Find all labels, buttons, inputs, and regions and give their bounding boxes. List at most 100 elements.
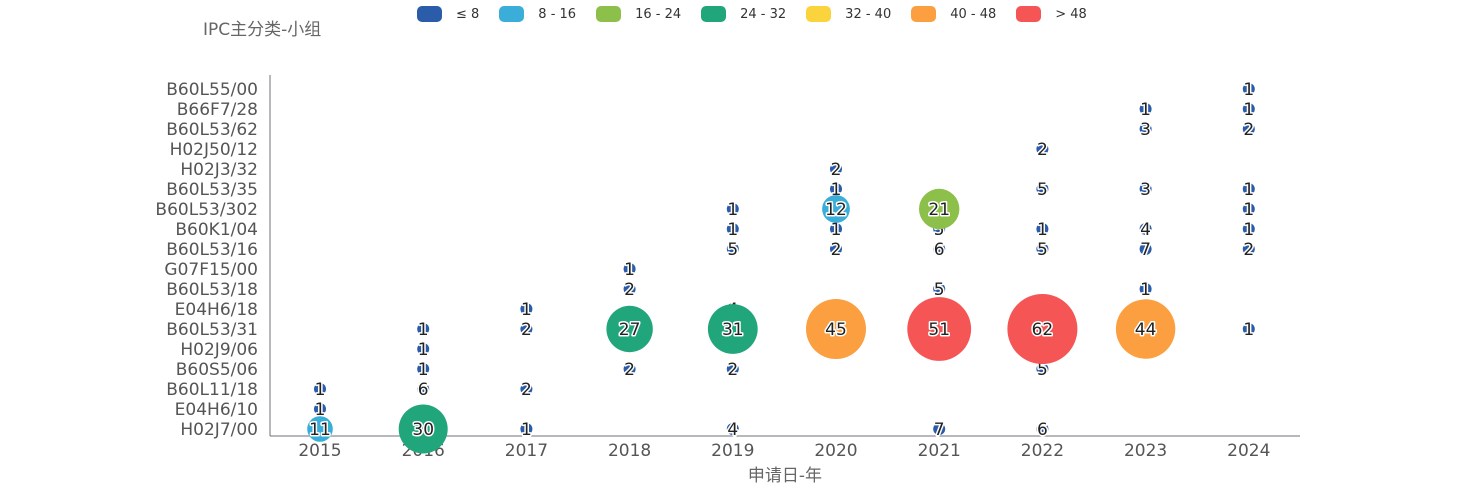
bubble-point[interactable]: 3 xyxy=(1139,119,1153,142)
bubble-point[interactable]: 2 xyxy=(623,359,637,382)
bubble-point[interactable]: 2 xyxy=(829,159,843,182)
bubble-point[interactable]: 1 xyxy=(829,219,843,242)
bubble-point[interactable]: 2 xyxy=(829,239,843,262)
bubble-point[interactable]: 6 xyxy=(932,239,946,262)
y-tick-label: G07F15/00 xyxy=(164,260,258,280)
bubble-label: 1 xyxy=(521,420,532,440)
legend: ≤ 8 8 - 16 16 - 24 24 - 32 32 - 40 40 - … xyxy=(417,5,1107,23)
bubble-point[interactable]: 5 xyxy=(1035,239,1049,262)
bubble-point[interactable]: 2 xyxy=(623,279,637,302)
y-tick-label: B60S5/06 xyxy=(176,360,258,380)
bubble xyxy=(417,343,430,355)
bubble-label: 2 xyxy=(831,160,842,180)
x-tick-label: 2018 xyxy=(608,441,651,461)
bubble-label: 1 xyxy=(315,380,326,400)
bubble-point[interactable]: 5 xyxy=(1035,179,1049,202)
bubble-point[interactable]: 5 xyxy=(726,239,740,262)
bubble-point[interactable]: 1 xyxy=(313,399,327,422)
bubble-label: 1 xyxy=(831,220,842,240)
bubble-point[interactable]: 1 xyxy=(1242,99,1256,122)
bubble-label: 2 xyxy=(727,360,738,380)
bubble-point[interactable]: 6 xyxy=(1035,419,1049,442)
bubble-point[interactable]: 1 xyxy=(726,219,740,242)
bubble-point[interactable]: 1 xyxy=(519,419,533,442)
bubble-point[interactable]: 21 xyxy=(919,188,960,230)
bubble-point[interactable]: 11 xyxy=(307,416,333,442)
bubble-point[interactable]: 1 xyxy=(1242,319,1256,342)
bubble-point[interactable]: 1 xyxy=(1035,219,1049,242)
bubble-point[interactable]: 2 xyxy=(519,319,533,342)
legend-item-6[interactable]: 40 - 48 xyxy=(911,6,996,22)
bubble xyxy=(1242,103,1255,115)
bubble xyxy=(1242,183,1255,195)
bubble-point[interactable]: 1 xyxy=(519,299,533,322)
bubble-point[interactable]: 2 xyxy=(519,379,533,402)
legend-item-5[interactable]: 32 - 40 xyxy=(806,6,891,22)
bubble-label: 2 xyxy=(1037,140,1048,160)
bubble-point[interactable]: 6 xyxy=(416,379,430,402)
y-tick-label: B60L53/16 xyxy=(166,240,258,260)
bubble-point[interactable]: 1 xyxy=(313,379,327,402)
bubble-point[interactable]: 3 xyxy=(1139,179,1153,202)
bubble-point[interactable]: 62 xyxy=(1007,294,1078,364)
bubble-point[interactable]: 1 xyxy=(1242,79,1256,102)
bubble-point[interactable]: 2 xyxy=(1242,119,1256,142)
bubble-point[interactable]: 2 xyxy=(1242,239,1256,262)
legend-item-7[interactable]: > 48 xyxy=(1016,6,1087,22)
bubble xyxy=(1139,123,1152,135)
bubble xyxy=(830,243,842,255)
bubble-point[interactable]: 1 xyxy=(1139,279,1153,302)
bubble-point[interactable]: 1 xyxy=(416,359,430,382)
bubble xyxy=(623,363,636,375)
legend-item-1[interactable]: ≤ 8 xyxy=(417,6,479,22)
bubble-point[interactable]: 1 xyxy=(416,319,430,342)
bubble-point[interactable]: 1 xyxy=(623,259,637,282)
legend-item-3[interactable]: 16 - 24 xyxy=(596,6,681,22)
bubble-point[interactable]: 1 xyxy=(416,339,430,362)
y-axis-ticks: H02J7/00E04H6/10B60L11/18B60S5/06H02J9/0… xyxy=(155,80,258,440)
bubble-point[interactable]: 27 xyxy=(606,305,653,353)
bubble-point[interactable]: 31 xyxy=(707,304,758,354)
x-tick-label: 2022 xyxy=(1021,441,1064,461)
bubble-point[interactable]: 2 xyxy=(726,359,740,382)
bubble xyxy=(520,323,533,335)
bubble-point[interactable]: 2 xyxy=(1035,139,1049,162)
bubble-label: 1 xyxy=(1243,180,1254,200)
bubble xyxy=(520,383,533,395)
bubble-point[interactable]: 5 xyxy=(932,279,946,302)
legend-label-2: 8 - 16 xyxy=(538,6,577,22)
bubble-label: 1 xyxy=(1243,80,1254,100)
y-tick-label: H02J7/00 xyxy=(180,420,258,440)
bubble-point[interactable]: 30 xyxy=(398,404,448,454)
bubble xyxy=(1139,243,1152,255)
bubble-label: 5 xyxy=(1037,360,1048,380)
bubble-point[interactable]: 12 xyxy=(822,195,850,223)
bubble xyxy=(726,203,739,215)
bubble-point[interactable]: 45 xyxy=(806,299,866,359)
bubble-point[interactable]: 51 xyxy=(907,297,972,361)
bubble xyxy=(1139,223,1152,235)
bubble-point[interactable]: 1 xyxy=(1242,179,1256,202)
bubble-point[interactable]: 7 xyxy=(1139,239,1153,262)
bubble-point[interactable]: 44 xyxy=(1115,299,1176,359)
bubble-point[interactable]: 5 xyxy=(1035,359,1049,382)
bubble-label: 2 xyxy=(624,360,635,380)
legend-swatch-7 xyxy=(1016,6,1042,22)
bubble xyxy=(417,383,430,395)
bubble-label: 30 xyxy=(412,420,434,440)
bubble xyxy=(1242,203,1255,215)
bubble xyxy=(726,243,739,255)
legend-item-2[interactable]: 8 - 16 xyxy=(499,6,576,22)
legend-item-4[interactable]: 24 - 32 xyxy=(701,6,786,22)
bubble-point[interactable]: 1 xyxy=(1242,219,1256,242)
bubble-point[interactable]: 4 xyxy=(726,419,740,442)
bubble-point[interactable]: 7 xyxy=(932,419,946,442)
legend-swatch-3 xyxy=(596,6,622,22)
bubble-point[interactable]: 1 xyxy=(1242,199,1256,222)
bubble-point[interactable]: 1 xyxy=(1139,99,1153,122)
bubble-point[interactable]: 4 xyxy=(1139,219,1153,242)
bubble-label: 4 xyxy=(727,420,738,440)
bubble-point[interactable]: 1 xyxy=(726,199,740,222)
bubble-label: 2 xyxy=(624,280,635,300)
bubble-label: 1 xyxy=(1243,100,1254,120)
